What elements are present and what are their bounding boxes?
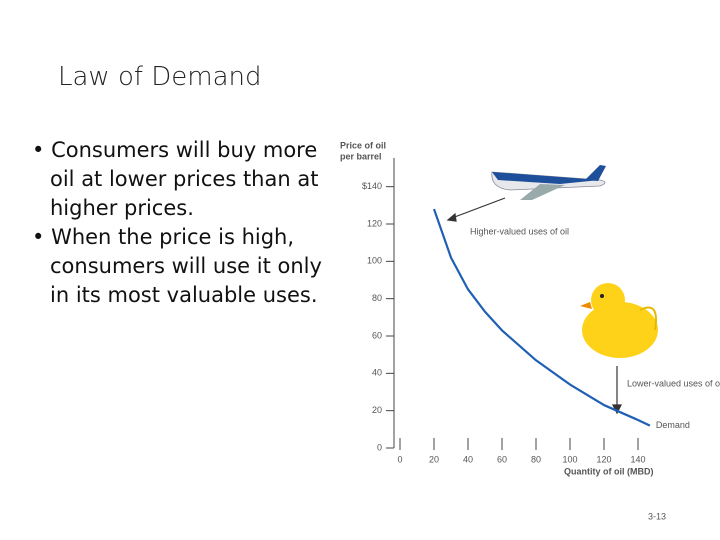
x-tick-label: 40 xyxy=(463,454,473,464)
x-tick-label: 20 xyxy=(429,454,439,464)
y-tick-label: 40 xyxy=(372,368,382,378)
series-label: Demand xyxy=(656,420,690,430)
y-tick-label: 120 xyxy=(367,218,382,228)
x-tick-label: 0 xyxy=(397,454,402,464)
y-axis-label: per barrel xyxy=(340,151,382,161)
x-axis-label: Quantity of oil (MBD) xyxy=(564,466,654,476)
x-tick-label: 140 xyxy=(630,454,645,464)
bullet-list: Consumers will buy more oil at lower pri… xyxy=(32,136,342,310)
y-tick-label: $140 xyxy=(362,181,382,191)
x-tick-label: 120 xyxy=(596,454,611,464)
y-tick-label: 60 xyxy=(372,330,382,340)
y-tick-label: 20 xyxy=(372,405,382,415)
bullet: Consumers will buy more oil at lower pri… xyxy=(32,136,342,223)
y-tick-label: 80 xyxy=(372,293,382,303)
annotation: Lower-valued uses of oil xyxy=(627,378,720,388)
annotation: Higher-valued uses of oil xyxy=(470,226,569,236)
x-tick-label: 100 xyxy=(562,454,577,464)
x-tick-label: 60 xyxy=(497,454,507,464)
x-tick-label: 80 xyxy=(531,454,541,464)
annotation-arrow xyxy=(446,197,622,415)
y-axis-label: Price of oil xyxy=(340,140,386,150)
demand-curve xyxy=(432,208,651,427)
y-tick-label: 0 xyxy=(377,442,382,452)
page-number: 3-13 xyxy=(648,511,666,521)
airplane-illustration xyxy=(491,165,606,200)
y-tick-label: 100 xyxy=(367,256,382,266)
bullet: When the price is high, consumers will u… xyxy=(32,223,342,310)
slide-title: Law of Demand xyxy=(58,62,262,92)
duck-illustration xyxy=(580,283,658,358)
